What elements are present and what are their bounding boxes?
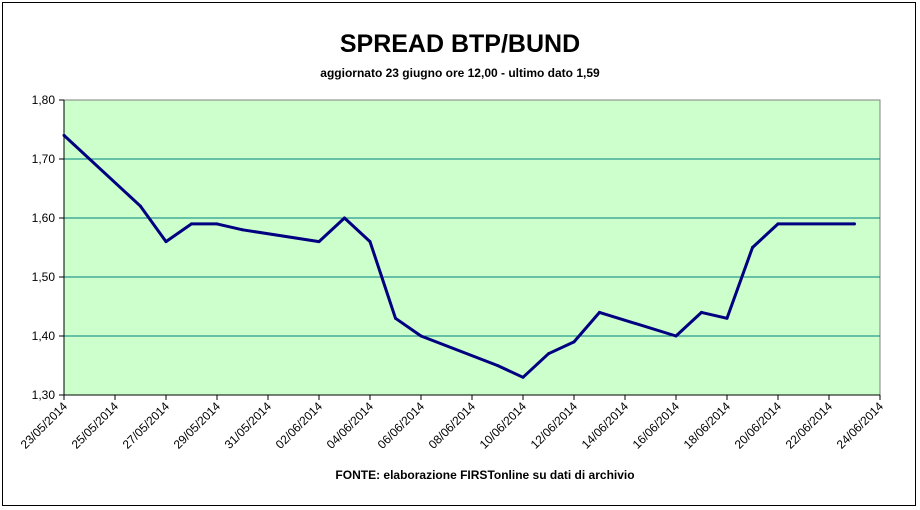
data-point [521,375,525,379]
x-tick-label: 25/05/2014 [69,399,122,452]
y-tick-label: 1,50 [32,270,56,284]
data-point [700,310,703,314]
data-point [62,133,66,137]
data-point [394,316,397,320]
x-tick-label: 27/05/2014 [120,399,173,452]
chart-title: SPREAD BTP/BUND [339,30,581,58]
data-point [190,222,193,226]
series-line [62,134,855,379]
y-tick-label: 1,80 [32,93,56,107]
data-point [751,246,754,249]
data-point [139,204,142,208]
y-axis: 1,30 1,40 1,50 1,60 1,70 1,80 [32,93,65,402]
y-tick-label: 1,60 [32,211,56,225]
data-point [572,340,576,344]
data-point [164,240,168,244]
plot-area [63,99,881,396]
gridlines [64,158,880,337]
x-tick-label: 22/06/2014 [783,399,836,452]
x-tick-label: 14/06/2014 [579,399,632,452]
x-tick-label: 23/05/2014 [18,399,71,452]
x-axis: 23/05/201425/05/201427/05/201429/05/2014… [18,394,887,452]
x-tick-label: 08/06/2014 [426,399,479,452]
chart-source: FONTE: elaborazione FIRSTonline su dati … [335,468,635,482]
x-tick-label: 06/06/2014 [375,399,428,452]
data-point [547,352,550,356]
data-point [317,240,321,244]
x-tick-label: 29/05/2014 [171,399,224,452]
x-tick-label: 24/06/2014 [834,399,887,452]
chart-subtitle: aggiornato 23 giugno ore 12,00 - ultimo … [320,66,600,80]
data-points [62,133,856,379]
data-point [853,222,856,226]
data-point [343,216,346,220]
x-tick-label: 16/06/2014 [630,399,683,452]
data-point [496,364,499,367]
x-tick-label: 12/06/2014 [528,399,581,452]
data-point [419,334,423,338]
data-point [215,222,219,226]
data-point [725,316,729,320]
x-tick-label: 10/06/2014 [477,399,530,452]
y-tick-label: 1,30 [32,388,56,402]
x-tick-label: 31/05/2014 [222,399,275,452]
x-tick-label: 18/06/2014 [681,399,734,452]
data-point [776,222,780,226]
data-point [368,240,372,244]
y-tick-label: 1,70 [32,152,56,166]
x-tick-label: 04/06/2014 [324,399,377,452]
data-point [241,228,244,232]
y-tick-label: 1,40 [32,329,56,343]
data-point [598,310,601,314]
x-tick-label: 20/06/2014 [732,399,785,452]
x-tick-label: 02/06/2014 [273,399,326,452]
data-point [674,334,678,338]
